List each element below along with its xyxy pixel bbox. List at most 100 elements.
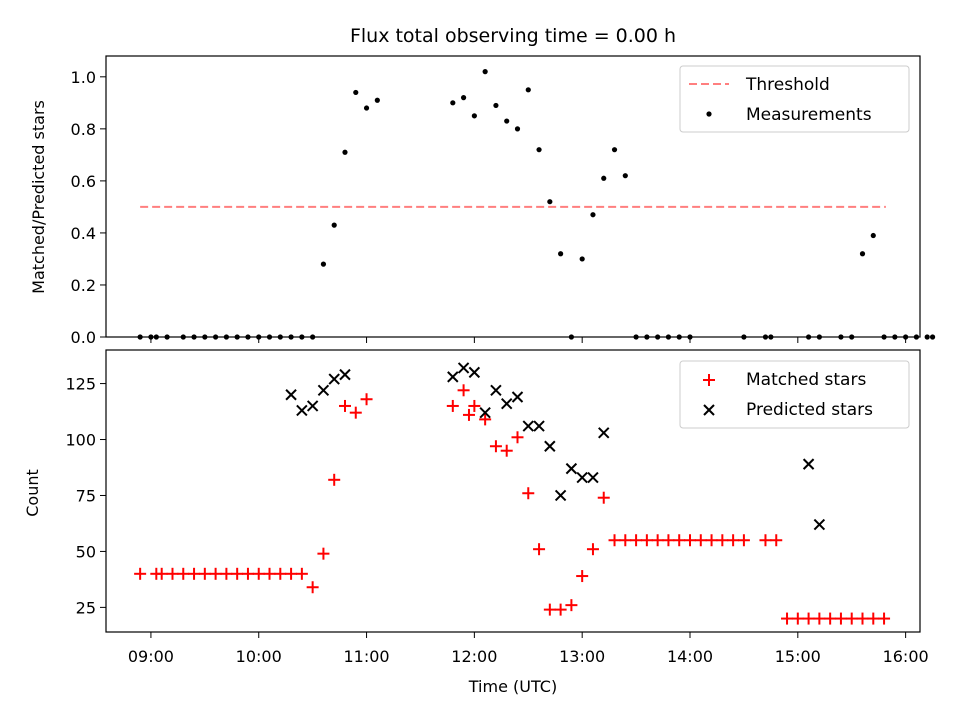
y-tick-label: 75 xyxy=(76,486,96,505)
matched-star-point xyxy=(845,612,858,625)
y-tick-label: 0.0 xyxy=(71,328,96,347)
matched-star-point xyxy=(462,408,475,421)
matched-star-point xyxy=(252,567,265,580)
measurement-point xyxy=(525,87,531,93)
matched-star-point xyxy=(662,534,675,547)
matched-star-point xyxy=(446,399,459,412)
measurement-point xyxy=(514,126,521,132)
measurement-point xyxy=(536,147,542,153)
predicted-star-point xyxy=(544,440,556,452)
measurement-point xyxy=(493,102,499,109)
predicted-star-point xyxy=(511,391,524,403)
matched-star-point xyxy=(241,567,254,580)
predicted-star-point xyxy=(306,400,319,412)
measurement-point xyxy=(611,147,618,153)
y-axis-label: Count xyxy=(23,469,42,517)
y-tick-label: 1.0 xyxy=(71,68,96,87)
legend-threshold-label: Threshold xyxy=(745,75,830,95)
predicted-star-point xyxy=(802,458,815,470)
x-tick-label: 13:00 xyxy=(559,647,605,666)
matched-star-point xyxy=(867,612,880,625)
matched-star-point xyxy=(274,567,287,580)
matched-star-point xyxy=(328,473,341,486)
predicted-star-point xyxy=(447,371,459,383)
predicted-star-point xyxy=(490,384,502,396)
matched-star-point xyxy=(522,487,535,500)
plot-area xyxy=(134,362,891,625)
predicted-star-point xyxy=(587,471,599,484)
matched-star-point xyxy=(694,534,707,547)
legend-measurement-swatch xyxy=(706,111,712,117)
plot-area xyxy=(137,69,936,340)
matched-star-point xyxy=(468,399,481,412)
matched-star-point xyxy=(630,534,643,547)
matched-star-point xyxy=(360,393,373,406)
predicted-star-point xyxy=(339,368,351,381)
x-axis-label: Time (UTC) xyxy=(468,677,557,696)
matched-star-point xyxy=(824,612,837,625)
matched-star-point xyxy=(586,543,599,556)
matched-star-point xyxy=(511,431,524,444)
measurement-point xyxy=(590,212,596,218)
predicted-star-point xyxy=(479,406,491,419)
matched-star-point xyxy=(349,406,362,419)
measurement-point xyxy=(320,261,327,267)
measurement-point xyxy=(924,334,930,340)
y-tick-label: 0.6 xyxy=(71,172,96,191)
matched-star-point xyxy=(619,534,632,547)
measurement-point xyxy=(374,97,380,103)
predicted-star-point xyxy=(813,518,826,531)
predicted-star-point xyxy=(554,489,567,502)
star-count-panel: Count Time (UTC) 25 50 75 100 125 09:00 10:00 1… xyxy=(23,349,929,696)
matched-star-point xyxy=(813,612,826,625)
measurement-point xyxy=(331,222,337,228)
matched-star-point xyxy=(338,399,351,412)
matched-star-point xyxy=(640,534,653,547)
measurement-point xyxy=(870,232,876,239)
x-tick-label: 11:00 xyxy=(343,647,389,666)
measurement-point xyxy=(342,149,348,155)
matched-star-point xyxy=(834,612,847,625)
predicted-star-point xyxy=(328,373,340,385)
measurement-point xyxy=(547,199,553,205)
matched-star-point xyxy=(500,444,513,457)
matched-star-point xyxy=(770,534,783,547)
matched-star-point xyxy=(263,567,276,580)
matched-star-point xyxy=(554,603,567,616)
measurement-point xyxy=(460,95,467,101)
matched-star-point xyxy=(166,567,179,580)
matched-star-point xyxy=(856,612,869,625)
predicted-star-point xyxy=(565,462,578,475)
predicted-star-point xyxy=(576,471,588,484)
measurement-point xyxy=(558,251,564,257)
matched-star-point xyxy=(565,599,578,612)
matched-star-point xyxy=(576,570,589,583)
matched-star-point xyxy=(479,413,492,426)
predicted-star-point xyxy=(522,420,534,432)
matched-star-point xyxy=(188,567,201,580)
legend: Threshold Measurements xyxy=(679,65,910,133)
matched-star-point xyxy=(285,567,298,580)
matched-star-point xyxy=(781,612,794,625)
legend-measurement-label: Measurements xyxy=(746,105,872,125)
matched-star-point xyxy=(533,543,546,556)
axes-frame xyxy=(105,55,921,338)
matched-star-point xyxy=(155,567,168,580)
measurement-point xyxy=(471,113,477,119)
matched-star-point xyxy=(231,567,244,580)
matched-star-point xyxy=(878,612,891,625)
predicted-star-point xyxy=(285,389,297,401)
matched-star-point xyxy=(489,440,502,453)
measurement-point xyxy=(363,105,370,111)
matched-star-point xyxy=(802,612,815,625)
measurement-point xyxy=(353,89,359,96)
predicted-star-point xyxy=(501,398,513,410)
matched-star-point xyxy=(791,612,804,625)
predicted-star-point xyxy=(457,362,470,374)
predicted-star-point xyxy=(468,366,481,379)
legend-predicted-label: Predicted stars xyxy=(746,400,873,420)
chart-title: Flux total observing time = 0.00 h xyxy=(350,25,676,47)
matched-star-point xyxy=(543,603,556,616)
x-tick-label: 10:00 xyxy=(236,647,282,666)
matched-star-point xyxy=(737,534,750,547)
